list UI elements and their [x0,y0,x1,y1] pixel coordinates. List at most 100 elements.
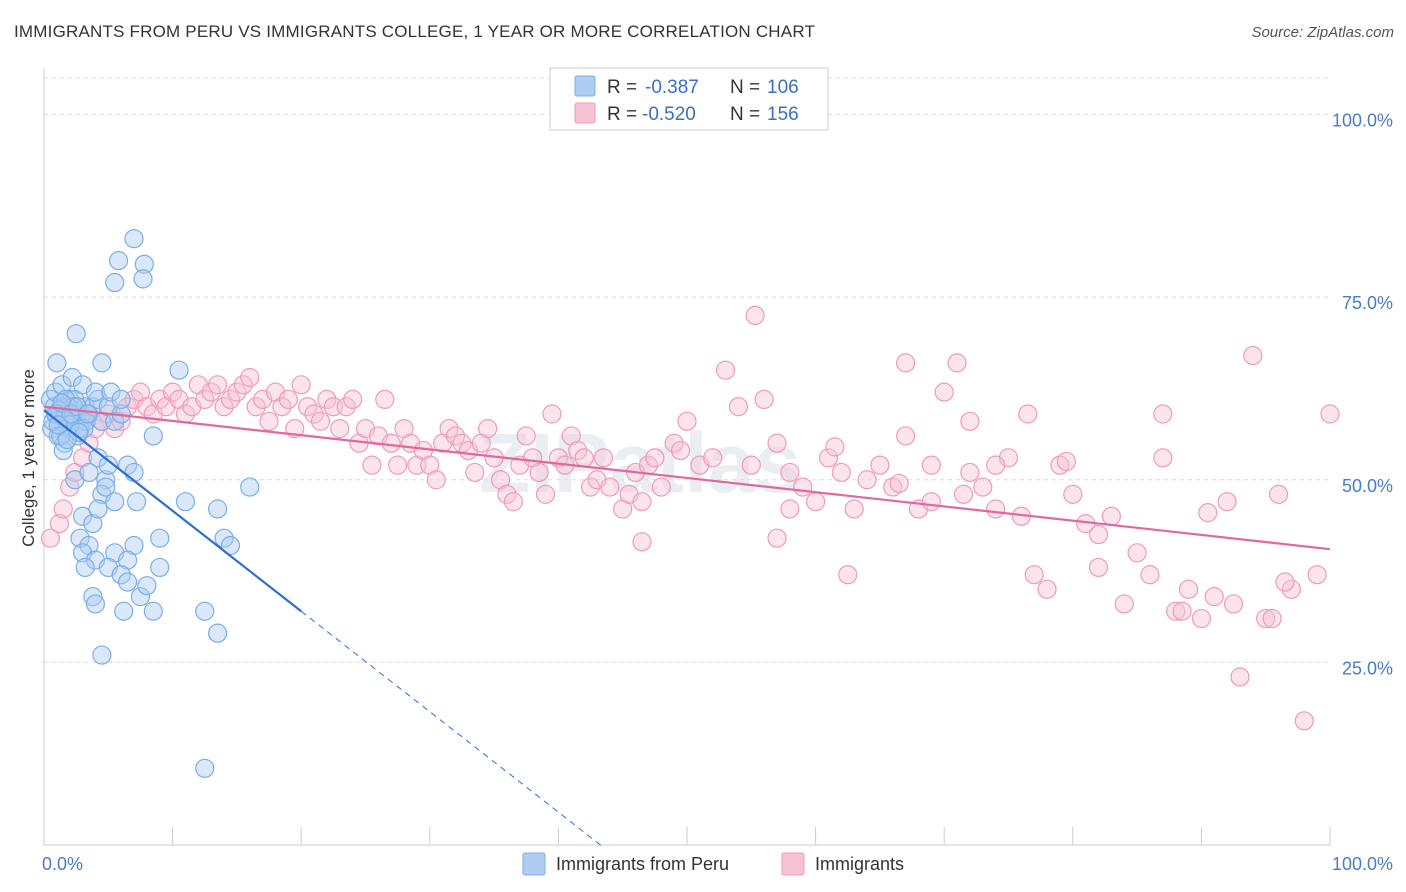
legend-box [549,67,829,131]
peru-points [40,229,260,778]
immigrants-trend-line [43,405,1331,551]
immigrants-point-87 [600,477,620,497]
immigrants-point-46 [336,397,356,417]
peru-point-56 [117,455,138,475]
peru-point-55 [98,455,118,475]
immigrants-point-134 [1153,448,1173,468]
immigrants-point-167 [960,411,980,431]
peru-point-89 [208,623,228,643]
legend-r-label-2: R = [607,104,637,125]
peru-point-99 [57,429,77,450]
chart-title: IMMIGRANTS FROM PERU VS IMMIGRANTS COLLE… [14,22,816,41]
peru-point-46 [133,269,153,289]
series-legend-swatch-immigrants [781,852,805,876]
legend-n-value-2: 156 [767,104,799,125]
peru-point-43 [108,251,129,271]
immigrants-point-96 [670,440,691,461]
immigrants-point-63 [445,426,466,446]
peru-point-84 [83,587,103,607]
peru-point-49 [74,419,94,439]
peru-point-91 [220,535,241,556]
peru-trend-line [43,409,302,613]
immigrants-point-29 [227,382,247,402]
immigrants-point-86 [593,448,614,468]
peru-point-73 [150,528,170,548]
immigrants-point-140 [1230,667,1250,687]
immigrants-point-103 [754,389,774,410]
correlation-legend: R = -0.387 N = 106 R = -0.520 N = 156 [549,67,829,131]
immigrants-point-101 [728,397,749,417]
immigrants-point-34 [259,411,279,431]
series-legend: Immigrants from Peru Immigrants [522,852,904,876]
peru-point-83 [137,576,157,596]
immigrants-point-143 [1268,484,1289,504]
immigrants-point-137 [1191,608,1212,629]
immigrants-point-159 [1262,608,1282,629]
legend-r-value-2: -0.520 [642,104,696,125]
immigrants-point-110 [844,499,864,519]
immigrants-point-114 [896,353,916,373]
immigrants-point-125 [1037,579,1057,599]
immigrants-point-135 [1166,601,1186,621]
immigrants-point-141 [1243,345,1263,366]
peru-point-32 [105,411,125,431]
immigrants-point-39 [291,375,311,395]
chart-source: Source: ZipAtlas.com [1251,24,1394,41]
immigrants-point-32 [246,397,266,417]
immigrants-point-118 [947,353,967,373]
immigrants-point-25 [201,382,221,402]
immigrants-point-54 [388,455,408,475]
peru-point-90 [214,528,234,548]
y-tick-label-2: 75.0% [1342,293,1393,313]
legend-swatch-immigrants [574,102,596,124]
peru-point-79 [75,557,95,578]
immigrants-point-117 [934,382,954,402]
immigrants-point-24 [195,389,215,410]
immigrants-point-40 [298,397,318,417]
peru-point-50 [88,448,108,468]
immigrants-point-127 [1063,484,1083,504]
peru-point-45 [105,272,125,293]
peru-point-78 [150,557,170,578]
immigrants-point-160 [1275,572,1295,592]
immigrants-point-76 [529,462,549,483]
peru-point-62 [126,492,147,512]
immigrants-point-154 [1223,594,1244,614]
peru-point-44 [134,254,154,274]
immigrants-point-0 [40,528,61,548]
immigrants-point-100 [715,360,736,380]
peru-point-40 [66,324,86,344]
peru-point-97 [69,422,89,442]
immigrants-point-139 [1217,492,1237,512]
immigrants-points [40,305,1340,731]
immigrants-point-71 [497,484,517,504]
peru-point-58 [143,426,163,446]
series-legend-label-peru: Immigrants from Peru [556,854,729,874]
peru-point-47 [169,360,189,380]
immigrants-point-145 [1294,711,1314,731]
immigrants-point-161 [838,565,858,585]
immigrants-point-36 [272,397,292,417]
immigrants-point-144 [1281,579,1302,599]
legend-r-value-1: -0.387 [645,77,699,98]
immigrants-point-83 [574,448,594,468]
peru-point-85 [85,594,106,614]
peru-point-54 [96,470,116,490]
immigrants-point-165 [1018,404,1038,424]
legend-n-value-1: 106 [767,77,799,98]
immigrants-point-146 [1307,565,1327,585]
immigrants-point-2 [53,499,73,519]
peru-point-87 [143,601,163,621]
immigrants-point-105 [780,462,800,483]
immigrants-point-156 [1088,524,1109,545]
peru-point-88 [195,601,215,621]
grid-lines [44,77,1330,663]
x-tick-label-max: 100.0% [1332,854,1393,874]
immigrants-point-1 [49,513,70,534]
peru-point-82 [130,587,151,607]
immigrants-point-52 [375,389,395,410]
peru-point-38 [101,382,121,402]
peru-point-67 [83,513,103,534]
immigrants-point-109 [831,462,851,483]
immigrants-point-26 [208,375,228,395]
